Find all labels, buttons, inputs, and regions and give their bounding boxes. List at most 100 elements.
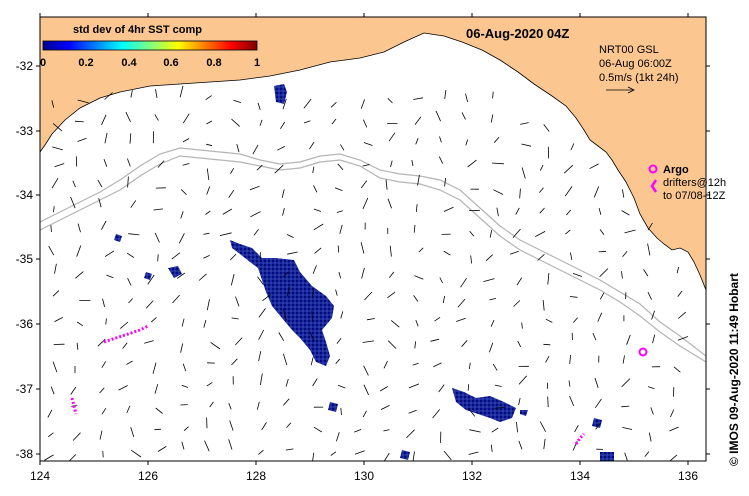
current-vector (52, 123, 63, 132)
current-vector (432, 409, 441, 419)
current-vector (203, 255, 210, 259)
current-vector (180, 211, 184, 219)
current-vector (126, 252, 135, 258)
current-vector (354, 450, 365, 455)
current-vector (444, 178, 446, 187)
current-vector (51, 100, 55, 108)
current-vector (465, 93, 468, 103)
current-vector (286, 422, 292, 428)
current-vector (435, 110, 441, 122)
current-vector (230, 167, 235, 175)
current-vector (282, 208, 285, 216)
current-vector (76, 321, 84, 327)
current-vector (105, 318, 107, 325)
current-vector (235, 337, 243, 346)
colorbar-tick: 0 (40, 57, 46, 69)
current-vector (545, 318, 553, 323)
current-vector (283, 353, 288, 366)
lat-label: -37 (16, 382, 34, 396)
current-vector (383, 452, 390, 461)
current-vector (48, 245, 55, 256)
current-vector (443, 206, 454, 212)
current-vector (236, 143, 240, 153)
current-vector (313, 185, 318, 193)
current-vector (104, 92, 113, 100)
current-vector (520, 122, 529, 125)
current-vector (330, 102, 337, 108)
scale-arrowhead (627, 86, 635, 94)
lat-label: -35 (16, 252, 34, 266)
current-vector (547, 273, 550, 285)
current-vector (172, 294, 180, 304)
current-vector (313, 223, 324, 231)
current-vector (598, 250, 607, 253)
current-vector (563, 164, 574, 174)
current-vector (274, 164, 284, 174)
current-vector (469, 429, 481, 433)
current-vector (127, 158, 131, 167)
current-vector (281, 189, 285, 198)
current-vector (366, 318, 375, 321)
current-vector (669, 426, 679, 432)
current-vector (147, 274, 155, 285)
current-vector (313, 426, 323, 433)
current-vector (414, 341, 416, 349)
current-vector (231, 358, 238, 366)
current-vector (565, 229, 571, 235)
current-vector (417, 174, 420, 186)
current-vector (594, 398, 602, 409)
current-vector (231, 118, 240, 127)
current-vector (145, 300, 154, 309)
current-vector (363, 384, 369, 396)
current-vector (589, 163, 599, 170)
current-vector (303, 98, 312, 109)
current-vector (592, 332, 597, 341)
current-vector (312, 452, 315, 461)
current-vector (489, 230, 493, 238)
current-vector (119, 321, 129, 329)
lat-label: -34 (16, 188, 34, 202)
current-vector (52, 361, 58, 373)
lon-label: 124 (30, 469, 50, 483)
current-vector (313, 208, 322, 212)
current-vector (260, 373, 263, 386)
current-vector (443, 250, 451, 256)
current-vector (496, 207, 499, 217)
current-vector (278, 332, 285, 342)
current-vector (387, 340, 397, 349)
colorbar-title: std dev of 4hr SST comp (73, 24, 202, 36)
current-vector (150, 317, 157, 323)
drifter-tracks (70, 324, 586, 445)
current-vector (128, 298, 133, 304)
current-vector (443, 450, 452, 461)
current-vector (569, 296, 578, 298)
current-vector (287, 286, 290, 297)
current-vector (362, 164, 370, 167)
current-vector (494, 407, 506, 409)
current-vector (439, 277, 443, 284)
current-vector (337, 245, 340, 253)
map-title: 06-Aug-2020 04Z (466, 26, 569, 41)
current-vector (228, 189, 235, 198)
current-vector (180, 343, 184, 353)
current-vector (204, 440, 210, 452)
vector-scale: 0.5m/s (1kt 24h) (599, 72, 678, 84)
current-vector (622, 427, 633, 430)
current-vector (379, 386, 388, 392)
current-vector (415, 138, 419, 145)
current-vector (101, 361, 107, 368)
current-vector (490, 114, 494, 123)
current-vector (75, 271, 84, 279)
current-vector (380, 405, 390, 410)
plot-frame (39, 16, 707, 462)
current-vector (152, 362, 157, 374)
current-vector (258, 308, 266, 318)
credit-text: © IMOS 09-Aug-2020 11:49 Hobart (727, 273, 741, 466)
current-vector (157, 160, 165, 168)
colorbar: std dev of 4hr SST comp 0 0.2 0.4 0.6 0.… (40, 24, 260, 69)
current-vector (535, 231, 546, 237)
current-vector (340, 144, 345, 151)
current-vector (312, 166, 315, 173)
current-vector (597, 312, 603, 322)
current-vector (181, 318, 185, 327)
